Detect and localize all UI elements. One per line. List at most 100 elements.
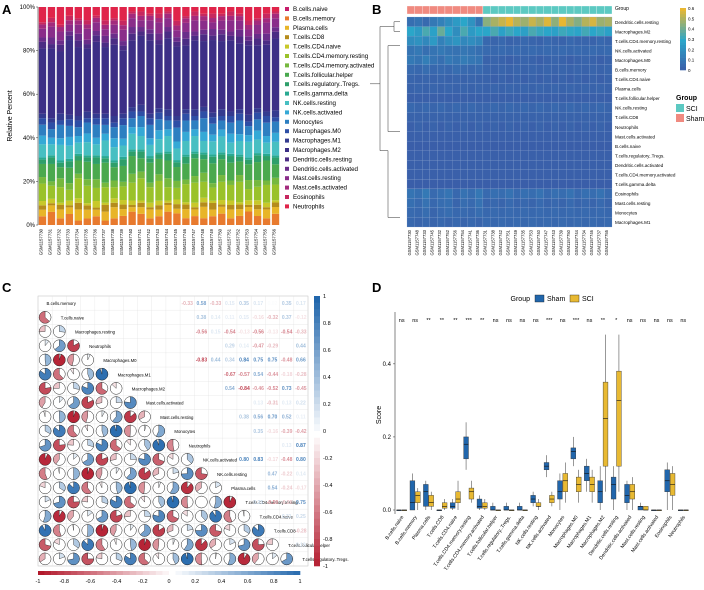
heatmap-cell bbox=[407, 122, 415, 132]
bar-segment bbox=[209, 141, 216, 154]
heatmap-cell bbox=[453, 36, 461, 46]
diagonal-label: Monocytes bbox=[174, 429, 195, 434]
heatmap-cell bbox=[506, 179, 514, 189]
bar-segment bbox=[128, 11, 135, 13]
colorbar-tick-label: 0.2 bbox=[323, 402, 331, 408]
bottom-colorbar-segment bbox=[71, 571, 78, 575]
heatmap-cell bbox=[453, 151, 461, 161]
bar-segment bbox=[182, 164, 189, 180]
correlation-value: 0.25 bbox=[253, 500, 263, 506]
heatmap-cell bbox=[582, 122, 590, 132]
legend-label: B.cells.memory bbox=[293, 15, 336, 22]
heatmap-cell bbox=[521, 27, 529, 37]
bar-segment bbox=[272, 27, 279, 31]
correlation-pie bbox=[167, 496, 179, 508]
bar-segment bbox=[48, 157, 55, 164]
bar-segment bbox=[75, 143, 82, 154]
bar-segment bbox=[263, 112, 270, 116]
bar-segment bbox=[128, 201, 135, 205]
heatmap-cell bbox=[604, 189, 612, 199]
bar-segment bbox=[182, 109, 189, 114]
bar-segment bbox=[191, 207, 198, 209]
bar-segment bbox=[128, 118, 135, 127]
correlation-value: -0.33 bbox=[182, 301, 194, 307]
heatmap-cell bbox=[445, 84, 453, 94]
heatmap-cell bbox=[468, 103, 476, 113]
column-label: GSM1157739 bbox=[559, 229, 564, 255]
heatmap-cell bbox=[491, 74, 499, 84]
correlation-pie bbox=[124, 482, 136, 494]
heatmap-cell bbox=[559, 65, 567, 75]
group-annotation-cell bbox=[513, 6, 521, 14]
heatmap-cell bbox=[551, 179, 559, 189]
heatmap-cell bbox=[483, 46, 491, 56]
bottom-colorbar-tick: 0.6 bbox=[244, 579, 252, 585]
bar-segment bbox=[84, 112, 91, 119]
heatmap-cell bbox=[483, 217, 491, 227]
heatmap-cell bbox=[604, 217, 612, 227]
bottom-colorbar-segment bbox=[162, 571, 169, 575]
heatmap-cell bbox=[589, 198, 597, 208]
heatmap-cell bbox=[422, 208, 430, 218]
bar-segment bbox=[84, 179, 91, 186]
heatmap-cell bbox=[582, 36, 590, 46]
bar-segment bbox=[209, 124, 216, 135]
correlation-value: 0.13 bbox=[253, 400, 263, 406]
heatmap-cell bbox=[453, 84, 461, 94]
heatmap-cell bbox=[468, 217, 476, 227]
bar-segment bbox=[173, 46, 180, 116]
correlation-value: 0.00 bbox=[282, 344, 292, 350]
heatmap-cell bbox=[453, 17, 461, 27]
row-label: NK.cells.resting bbox=[615, 106, 647, 111]
bar-segment bbox=[48, 7, 55, 18]
heatmap-cell bbox=[521, 93, 529, 103]
correlation-value: 0.29 bbox=[225, 344, 235, 350]
bar-segment bbox=[111, 25, 118, 34]
heatmap-cell bbox=[551, 103, 559, 113]
heatmap-cell bbox=[551, 17, 559, 27]
bar-segment bbox=[102, 43, 109, 47]
diagonal-label: NK.cells.resting bbox=[217, 472, 247, 477]
correlation-pie bbox=[195, 539, 207, 551]
figure: A B C D Relative Percent0%20%40%60%80%10… bbox=[0, 0, 704, 585]
bar-segment bbox=[84, 24, 91, 28]
colorbar-segment bbox=[680, 33, 686, 36]
group-annotation-cell bbox=[597, 6, 605, 14]
group-annotation-cell bbox=[589, 6, 597, 14]
heatmap-cell bbox=[415, 122, 423, 132]
bottom-colorbar-tick: -0.2 bbox=[138, 579, 147, 585]
heatmap-cell bbox=[566, 84, 574, 94]
colorbar-tick-label: 0.1 bbox=[688, 58, 695, 63]
bar-segment bbox=[48, 129, 55, 138]
significance-label: ns bbox=[587, 318, 593, 324]
correlation-pie bbox=[110, 425, 122, 437]
bar-segment bbox=[218, 214, 225, 225]
bottom-colorbar-segment bbox=[261, 571, 268, 575]
heatmap-cell bbox=[445, 46, 453, 56]
bar-segment bbox=[173, 116, 180, 121]
heatmap-cell bbox=[407, 141, 415, 151]
colorbar-segment bbox=[314, 418, 320, 425]
bar-segment bbox=[227, 201, 234, 205]
bar-segment bbox=[39, 184, 46, 201]
heatmap-cell bbox=[498, 17, 506, 27]
colorbar-segment bbox=[314, 505, 320, 512]
group-annotation-cell bbox=[460, 6, 468, 14]
heatmap-cell bbox=[498, 189, 506, 199]
legend-swatch bbox=[285, 167, 289, 171]
correlation-value: 0.75 bbox=[296, 500, 306, 506]
heatmap-cell bbox=[536, 55, 544, 65]
bar-segment bbox=[254, 108, 261, 112]
legend-swatch bbox=[285, 157, 289, 161]
bar-segment bbox=[191, 152, 198, 154]
bar-segment bbox=[263, 181, 270, 185]
row-label: T.cells.CD4.naive bbox=[615, 77, 651, 82]
x-tick-label: GSM1157748 bbox=[200, 228, 205, 255]
bar-segment bbox=[84, 123, 91, 134]
row-label: B.cells.memory bbox=[615, 68, 647, 73]
bar-segment bbox=[102, 7, 109, 20]
bar-segment bbox=[93, 208, 100, 210]
heatmap-cell bbox=[460, 151, 468, 161]
colorbar-segment bbox=[680, 42, 686, 45]
heatmap-cell bbox=[521, 74, 529, 84]
